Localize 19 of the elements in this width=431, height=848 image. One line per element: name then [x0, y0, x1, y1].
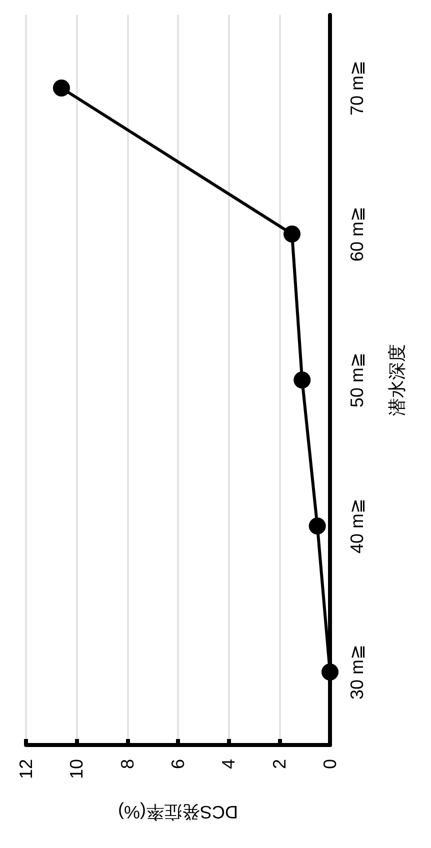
point [52, 80, 70, 96]
x-tick-label: 12 [16, 759, 36, 780]
point [308, 518, 326, 534]
point [322, 664, 338, 680]
x-tick-label: 6 [168, 759, 188, 770]
y-tick-label: 50 m≧ [347, 352, 367, 408]
x-tick-label: 0 [320, 759, 340, 770]
y-tick-label: 60 m≧ [347, 206, 367, 262]
x-tick-label: 4 [218, 759, 239, 770]
y-tick-label: 30 m≧ [347, 644, 367, 700]
x-tick-label: 10 [66, 759, 87, 780]
x-axis-title: DCS発症率(%) [118, 802, 238, 822]
point [294, 372, 311, 388]
y-tick-label: 40 m≧ [347, 498, 367, 554]
x-tick-label: 2 [269, 759, 290, 770]
y-axis-title: 潜水深度 [387, 344, 407, 416]
point [284, 226, 300, 242]
y-tick-label: 70 m≧ [347, 60, 367, 116]
x-tick-label: 8 [117, 759, 138, 770]
